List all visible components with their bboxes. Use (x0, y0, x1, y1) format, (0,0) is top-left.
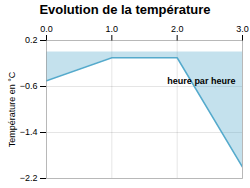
svg-text:−2.2: −2.2 (20, 173, 38, 183)
svg-text:3.0: 3.0 (236, 24, 249, 34)
html-text:Evolution de la température: Evolution de la température (39, 2, 211, 17)
svg-text:Température en °C: Température en °C (7, 71, 17, 147)
svg-text:−1.4: −1.4 (20, 127, 38, 137)
svg-text:heure par heure: heure par heure (167, 76, 235, 86)
svg-text:1.0: 1.0 (106, 24, 119, 34)
svg-text:−0.6: −0.6 (20, 81, 38, 91)
svg-text:0.0: 0.0 (40, 24, 53, 34)
svg-text:0.2: 0.2 (25, 35, 38, 45)
svg-text:2.0: 2.0 (171, 24, 184, 34)
